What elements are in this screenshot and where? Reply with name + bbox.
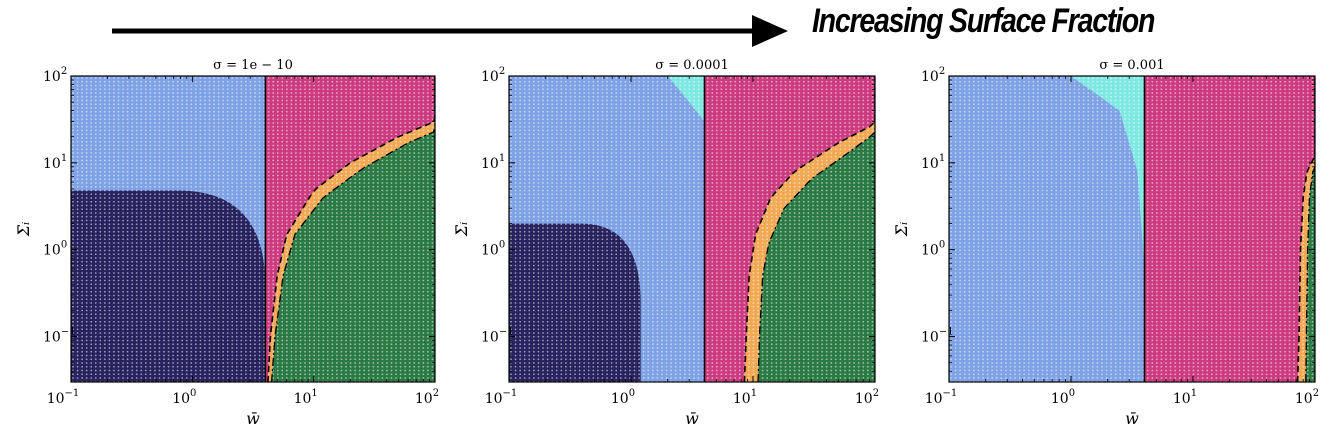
y-tick-label: 101 xyxy=(481,153,505,172)
x-tick-label: 100 xyxy=(1051,388,1075,407)
region-green xyxy=(271,76,435,382)
panel-title: σ = 0.0001 xyxy=(655,58,729,73)
boundary-dashed xyxy=(743,76,875,382)
region-green xyxy=(758,76,875,382)
x-axis-label: w̄ xyxy=(246,409,260,428)
sample-dots xyxy=(72,77,434,382)
y-tick-label: 100 xyxy=(481,240,505,259)
x-axis-label: w̄ xyxy=(1125,409,1139,428)
plot-area xyxy=(71,76,435,382)
x-axis-label: w̄ xyxy=(685,409,699,428)
boundary-dashdot xyxy=(1305,76,1315,382)
boundary-dashed xyxy=(267,76,435,382)
banner-title: Increasing Surface Fraction xyxy=(812,2,1155,41)
x-tick-label: 102 xyxy=(415,388,439,407)
region-cyan xyxy=(667,76,705,122)
y-axis-label: Σ̄ᵢ xyxy=(892,222,911,238)
x-tick-label: 100 xyxy=(611,388,635,407)
sample-dots xyxy=(950,77,1314,382)
plot-frame xyxy=(508,75,876,383)
boundary-dashdot xyxy=(757,76,875,382)
y-tick-label: 102 xyxy=(43,66,67,85)
axis-ticks xyxy=(508,75,876,383)
x-tick-label: 101 xyxy=(733,388,757,407)
x-tick-label: 101 xyxy=(294,388,318,407)
y-tick-label: 101 xyxy=(921,153,945,172)
y-axis-label: Σ̄ᵢ xyxy=(452,222,471,238)
axis-ticks xyxy=(70,75,436,383)
region-green xyxy=(1305,76,1315,382)
y-axis-label: Σ̄ᵢ xyxy=(14,222,33,238)
x-tick-label: 102 xyxy=(855,388,879,407)
y-tick-label: 102 xyxy=(921,66,945,85)
y-tick-label: 101 xyxy=(43,153,67,172)
plot-frame xyxy=(70,75,436,383)
panel-title: σ = 1e − 10 xyxy=(213,58,293,73)
region-dark xyxy=(71,190,266,382)
axis-ticks xyxy=(948,75,1316,383)
x-tick-label: 10−1 xyxy=(925,388,958,407)
plot-area xyxy=(949,76,1315,382)
x-tick-label: 10−1 xyxy=(485,388,518,407)
y-tick-label: 100 xyxy=(921,240,945,259)
x-tick-label: 101 xyxy=(1173,388,1197,407)
direction-arrow-head xyxy=(752,15,788,47)
region-cyan xyxy=(1071,76,1145,269)
x-tick-label: 10−1 xyxy=(47,388,80,407)
boundary-dashdot xyxy=(270,76,435,382)
y-tick-label: 100 xyxy=(43,240,67,259)
plot-frame xyxy=(948,75,1316,383)
y-tick-label: 102 xyxy=(481,66,505,85)
x-tick-label: 100 xyxy=(172,388,196,407)
boundary-dashed xyxy=(1296,76,1315,382)
panel-title: σ = 0.001 xyxy=(1099,58,1164,73)
sample-dots xyxy=(510,77,874,382)
plot-area xyxy=(509,76,875,382)
x-tick-label: 102 xyxy=(1295,388,1319,407)
